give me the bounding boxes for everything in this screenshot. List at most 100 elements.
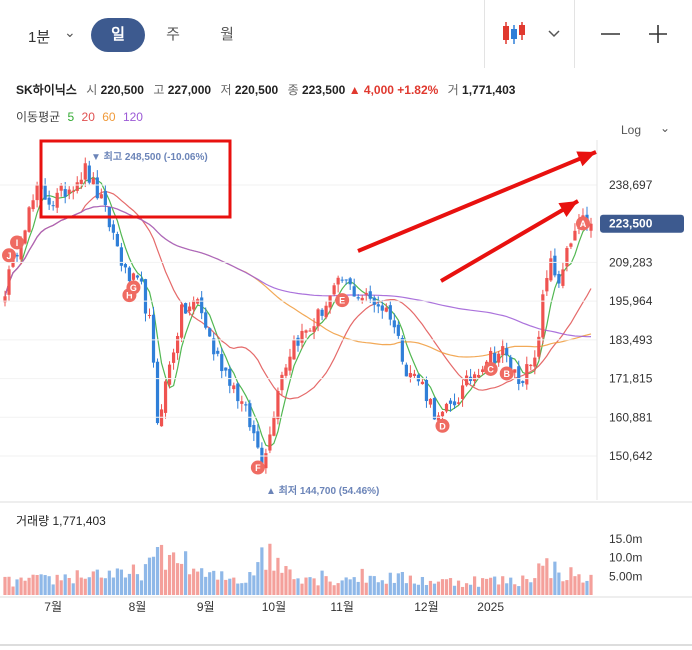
volume-bar — [460, 586, 465, 595]
chevron-down-icon[interactable] — [548, 30, 560, 38]
candle-body — [477, 374, 481, 378]
candle-body — [513, 369, 517, 373]
volume-bar — [585, 580, 589, 595]
candle-body — [55, 192, 59, 208]
volume-bar — [557, 572, 561, 595]
candle-body — [525, 364, 529, 385]
high-label: 고 — [153, 83, 165, 97]
volume-bar — [428, 580, 433, 595]
open-value: 220,500 — [100, 83, 144, 97]
moving-average-legend[interactable]: 이동평균 5 20 60 120 — [16, 108, 147, 125]
annotations: ▼ 최고 248,500 (-10.06%) ▲ 최저 144,700 (54.4… — [39, 139, 597, 497]
candle-body — [260, 447, 264, 466]
candle-body — [288, 356, 292, 371]
x-tick-label: 12월 — [414, 600, 438, 614]
event-marker-label: C — [487, 364, 494, 374]
volume-bar — [204, 576, 208, 595]
volume-bar — [55, 574, 59, 595]
candlestick-icon[interactable] — [503, 22, 525, 44]
y-tick-label: 195,964 — [609, 294, 653, 308]
highlight-box — [39, 139, 232, 219]
volume-bar — [308, 577, 312, 595]
candle-body — [167, 364, 172, 385]
minute-interval-select[interactable]: 1분 — [28, 29, 51, 46]
volume-bar — [440, 579, 445, 595]
volume-bar — [493, 576, 497, 595]
chevron-down-icon[interactable]: ⌄ — [64, 24, 76, 40]
x-tick-label: 10월 — [262, 600, 286, 614]
volume-bar — [216, 579, 220, 595]
volume-bar — [3, 576, 7, 595]
volume-bar — [159, 544, 164, 595]
candle-body — [192, 300, 196, 310]
candle-body — [460, 385, 465, 399]
volume-bar — [244, 582, 248, 595]
toolbar-icons — [503, 22, 667, 44]
candle-body — [15, 254, 19, 257]
log-scale-toggle[interactable]: Log — [621, 123, 642, 137]
volume-bar — [240, 583, 244, 595]
candle-body — [473, 374, 477, 382]
volume-value: 1,771,403 — [462, 83, 516, 97]
volume-bar — [328, 581, 332, 595]
candle-body — [481, 369, 485, 372]
volume-bar — [220, 571, 224, 595]
toolbar-divider — [574, 0, 575, 68]
volume-bar — [288, 569, 292, 595]
candle-body — [171, 352, 176, 363]
volume-bar — [51, 584, 55, 595]
candle-body — [264, 453, 268, 469]
volume-bar — [139, 580, 144, 595]
candle-body — [561, 269, 565, 286]
candle-body — [272, 416, 276, 436]
volume-bar — [268, 543, 272, 595]
volume-bar — [143, 564, 148, 595]
volume-bar — [192, 568, 196, 595]
candle-body — [180, 304, 184, 338]
volume-bar — [481, 578, 485, 595]
candle-body — [344, 279, 348, 281]
event-marker-label: F — [255, 463, 261, 473]
max-price-label: ▼ 최고 248,500 (-10.06%) — [91, 150, 208, 163]
candle-body — [549, 258, 553, 281]
volume-tick-label: 15.0m — [609, 532, 642, 546]
volume-bar — [368, 575, 372, 595]
candle-body — [408, 373, 412, 378]
price-summary: SK하이닉스 시 220,500 고 227,000 저 220,500 종 2… — [16, 81, 515, 98]
volume-bar — [115, 568, 119, 595]
event-markers: IJ HG F E D C B A — [2, 216, 590, 475]
volume-bar — [372, 576, 376, 595]
volume-bar — [27, 577, 31, 595]
candle-body — [147, 315, 152, 317]
volume-bar — [180, 563, 184, 595]
event-marker-label: J — [7, 251, 12, 261]
chevron-down-icon[interactable]: ⌄ — [660, 121, 671, 135]
axes: 238,697 209,283 195,964 183,493 171,815 160,8… — [0, 140, 692, 646]
volume-bar — [75, 570, 79, 595]
volume-bar — [276, 557, 280, 595]
tab-week[interactable]: 주 — [166, 26, 180, 43]
candle-body — [83, 163, 87, 180]
volume-bar — [352, 577, 356, 595]
volume-bar — [549, 578, 553, 595]
candle-body — [19, 243, 23, 260]
candle-body — [35, 184, 39, 201]
volume-bar — [232, 577, 236, 595]
volume-bar — [473, 576, 477, 595]
volume-bar — [348, 579, 352, 595]
volume-bar — [513, 584, 517, 595]
event-marker-label: B — [503, 369, 510, 379]
tab-month[interactable]: 월 — [220, 26, 234, 43]
x-tick-label: 11월 — [330, 600, 354, 614]
candle-body — [163, 381, 168, 413]
volume-bar — [360, 568, 364, 595]
candle-body — [252, 424, 256, 434]
candle-body — [111, 224, 115, 233]
volume-bar — [71, 583, 75, 595]
tab-day[interactable]: 일 — [91, 18, 145, 52]
candle-body — [420, 381, 425, 385]
plus-icon[interactable] — [649, 25, 667, 43]
volume-bar — [252, 575, 256, 595]
volume-label: 거 — [447, 83, 459, 97]
